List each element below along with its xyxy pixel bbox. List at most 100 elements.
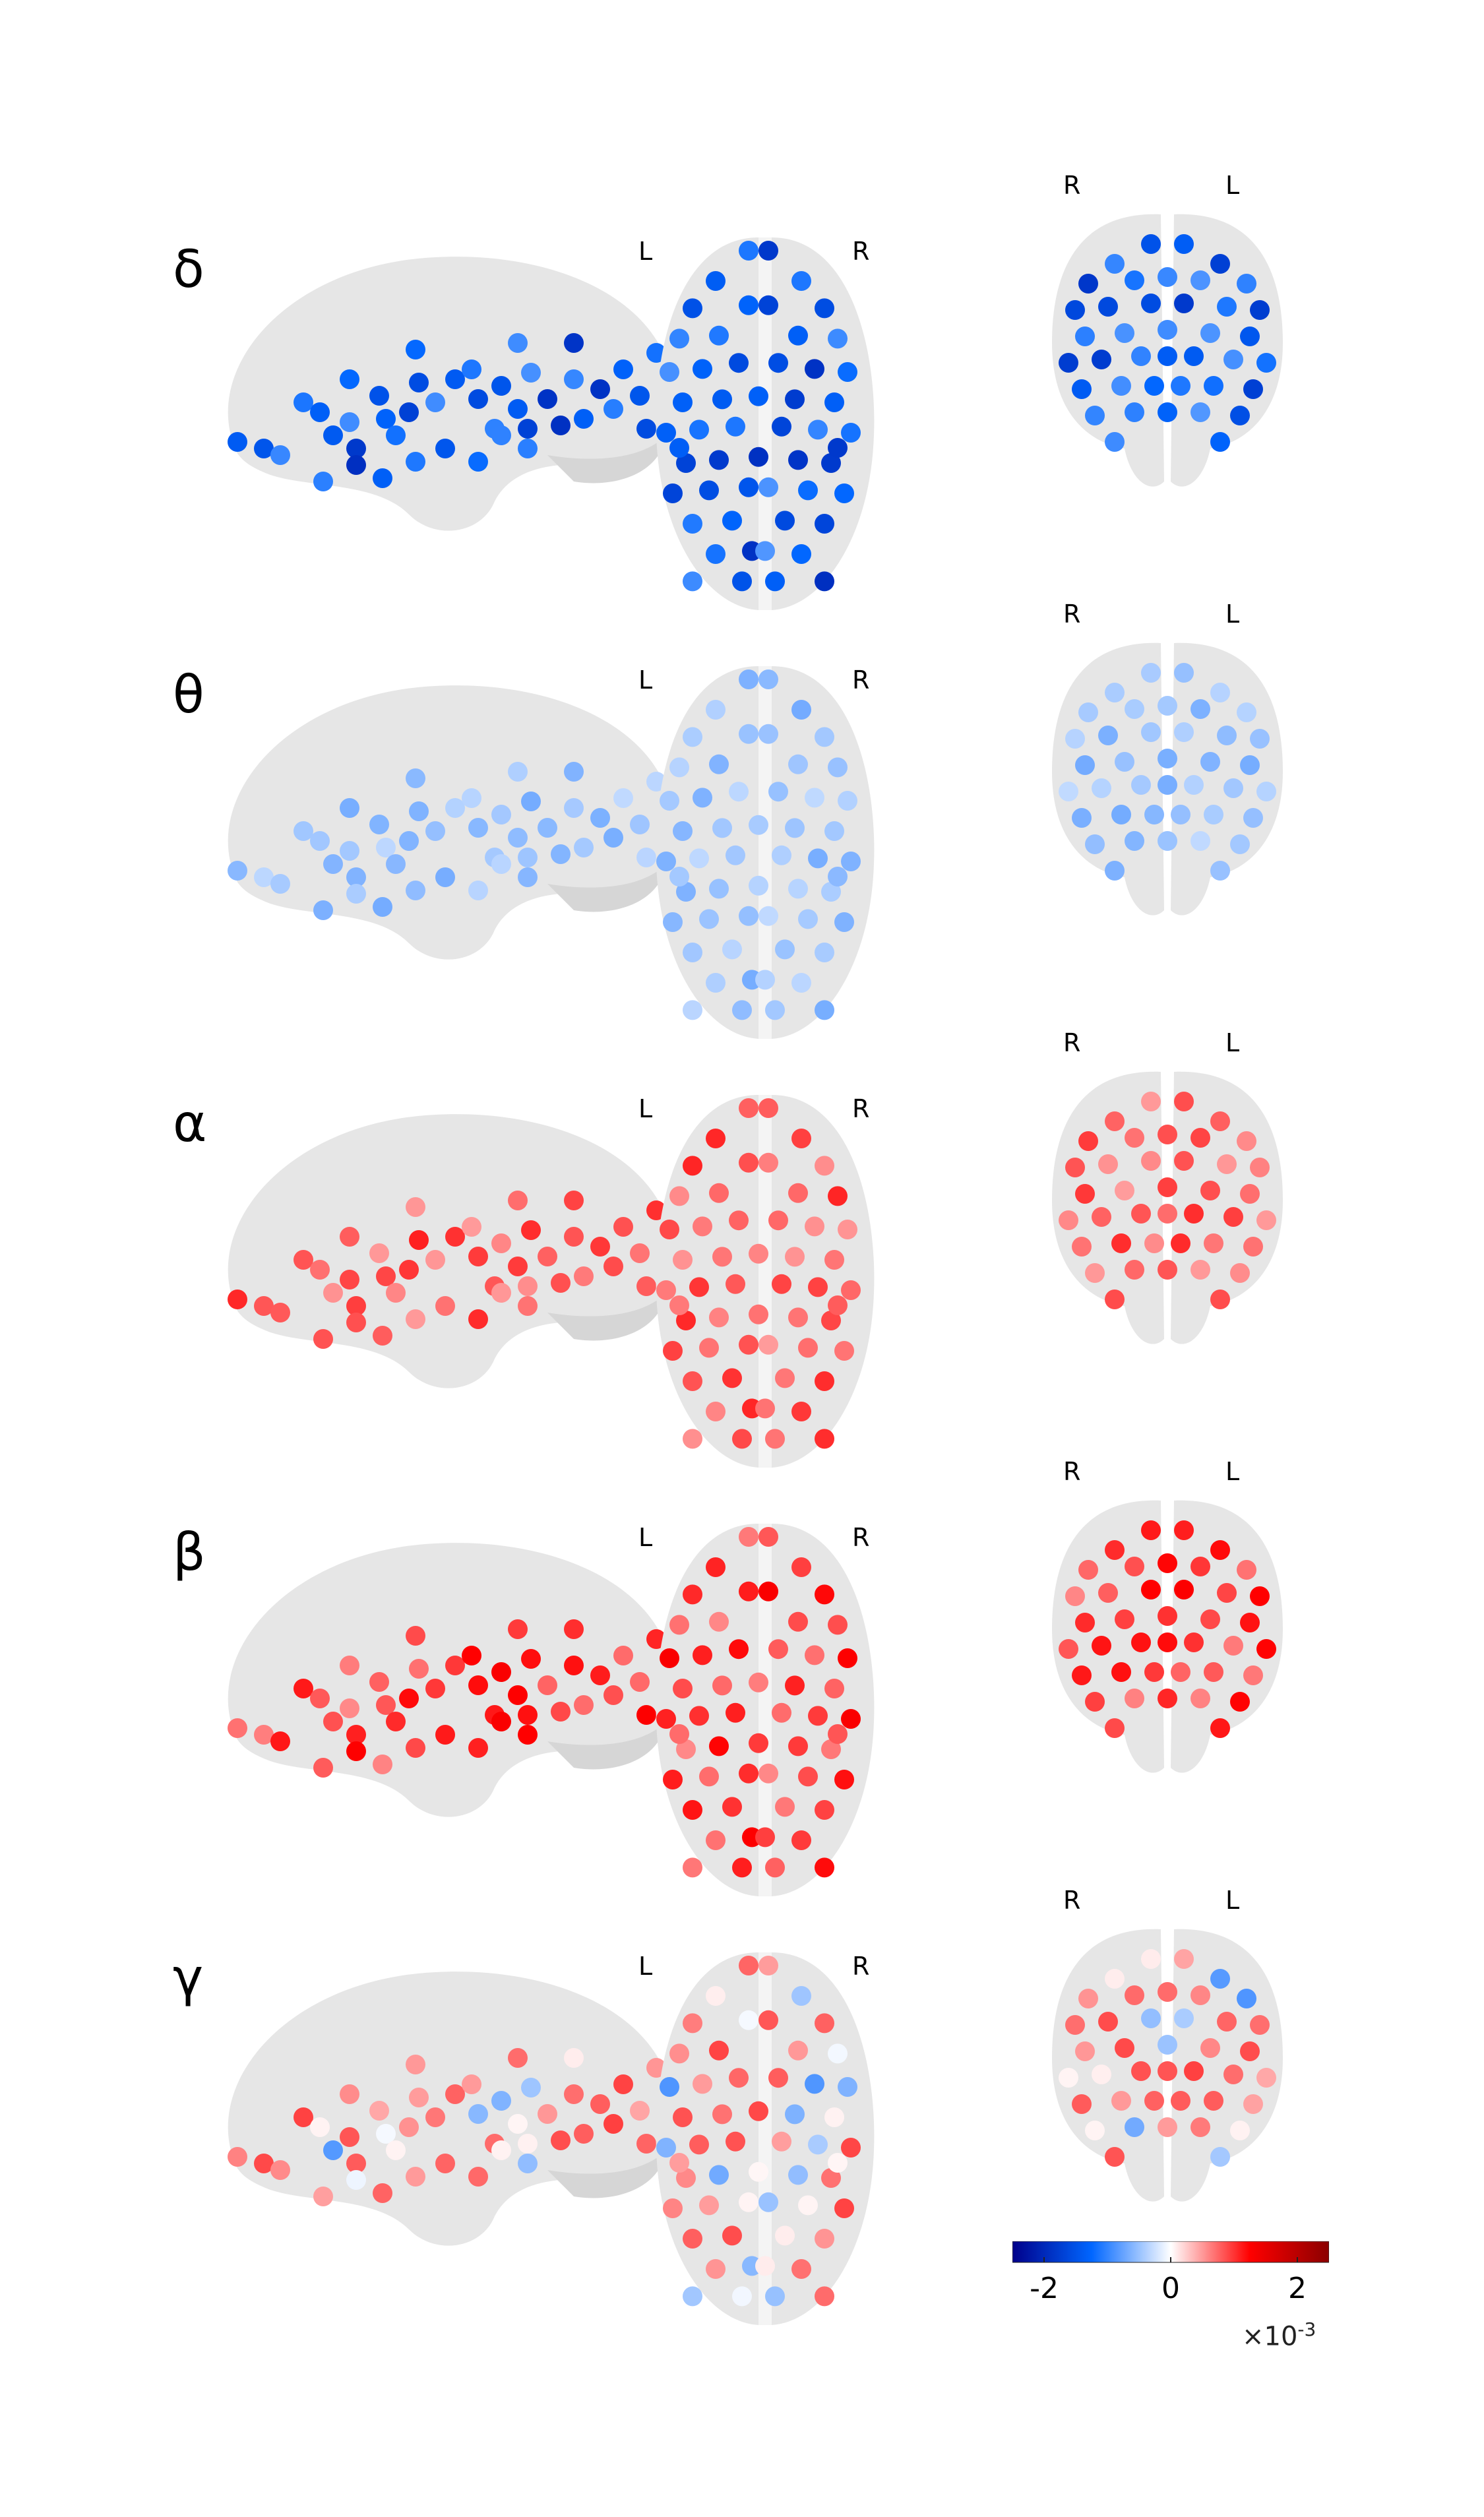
electrode-dot — [791, 1830, 811, 1850]
electrode-dot — [518, 1276, 538, 1296]
electrode-dot — [1098, 726, 1118, 745]
electrode-dot — [1125, 1260, 1144, 1280]
electrode-dot — [1085, 2121, 1105, 2140]
electrode-dot — [310, 402, 330, 422]
electrode-dot — [838, 1648, 857, 1668]
electrode-dot — [1256, 782, 1276, 801]
electrode-dot — [1174, 663, 1194, 683]
electrode-dot — [808, 1706, 828, 1726]
electrode-dot — [1184, 1204, 1204, 1224]
electrode-dot — [758, 1152, 778, 1173]
electrode-dot — [1230, 1263, 1250, 1283]
electrode-dot — [758, 241, 778, 261]
electrode-dot — [1230, 834, 1250, 854]
electrode-dot — [1072, 808, 1092, 828]
electrode-dot — [788, 1611, 808, 1632]
electrode-dot — [824, 392, 844, 412]
electrode-dot — [821, 1739, 841, 1759]
electrode-dot — [828, 1186, 848, 1206]
electrode-dot — [709, 1307, 729, 1328]
midline — [758, 1952, 772, 2325]
electrode-dot — [775, 2225, 795, 2246]
electrode-dot — [518, 867, 538, 887]
electrode-dot — [636, 1276, 656, 1296]
electrode-dot — [346, 884, 366, 904]
electrode-dot — [791, 1557, 811, 1577]
electrode-dot — [838, 791, 857, 811]
electrode-dot — [310, 1260, 330, 1280]
electrode-dot — [1190, 831, 1210, 851]
electrode-dot — [683, 1857, 702, 1878]
electrode-dot — [709, 754, 729, 774]
electrode-dot — [749, 815, 768, 835]
electrode-dot — [1190, 1557, 1210, 1576]
midline — [758, 1524, 772, 1896]
electrode-dot — [785, 389, 805, 410]
electrode-dot — [1174, 722, 1194, 742]
electrode-dot — [729, 1639, 749, 1660]
electrode-dot — [669, 2153, 689, 2173]
electrode-dot — [1217, 297, 1237, 317]
electrode-dot — [739, 477, 758, 497]
electrode-dot — [1237, 1560, 1256, 1580]
cerebellum-shade — [547, 1722, 666, 1770]
electrode-dot — [828, 2153, 848, 2173]
electrode-dot — [551, 1702, 571, 1722]
electrode-dot — [683, 571, 702, 592]
electrode-dot — [294, 2107, 313, 2127]
electrode-dot — [538, 389, 557, 409]
electrode-dot — [1078, 1560, 1098, 1580]
electrode-dot — [521, 2078, 541, 2098]
electrode-dot — [630, 815, 650, 834]
electrode-dot — [765, 571, 785, 592]
electrode-dot — [564, 1227, 584, 1247]
electrode-dot — [445, 1656, 465, 1675]
electrode-dot — [739, 1152, 758, 1173]
electrode-dot — [270, 1731, 290, 1751]
electrode-dot — [346, 1296, 366, 1316]
electrode-dot — [603, 1257, 623, 1276]
coronal-view — [1052, 1500, 1283, 1773]
electrode-dot — [739, 1956, 758, 1975]
electrode-dot — [1174, 294, 1194, 313]
electrode-dot — [1144, 1662, 1164, 1682]
electrode-dot — [673, 1250, 693, 1270]
electrode-dot — [1078, 702, 1098, 722]
electrode-dot — [294, 821, 313, 841]
electrode-dot — [1230, 1692, 1250, 1712]
electrode-dot — [841, 2138, 861, 2158]
electrode-dot — [1144, 376, 1164, 396]
electrode-dot — [739, 1334, 758, 1355]
electrode-dot — [462, 359, 481, 379]
electrode-dot — [1184, 346, 1204, 366]
electrode-dot — [399, 1689, 419, 1708]
electrode-dot — [798, 909, 818, 929]
electrode-dot — [1158, 1553, 1177, 1573]
midline — [758, 237, 772, 610]
electrode-dot — [791, 544, 811, 564]
electrode-dot — [693, 359, 712, 379]
electrode-dot — [709, 1611, 729, 1632]
electrode-dot — [1131, 2061, 1151, 2081]
electrode-dot — [1092, 350, 1111, 369]
electrode-dot — [346, 1313, 366, 1332]
electrode-dot — [1115, 2038, 1134, 2058]
electrode-dot — [254, 1725, 274, 1745]
electrode-dot — [310, 1689, 330, 1708]
electrode-dot — [1204, 1233, 1223, 1253]
electrode-dot — [656, 1709, 676, 1729]
electrode-dot — [564, 333, 584, 353]
electrode-dot — [630, 2101, 650, 2121]
electrode-dot — [313, 900, 333, 920]
electrode-dot — [1065, 2015, 1085, 2035]
electrode-dot — [1059, 1639, 1078, 1659]
electrode-dot — [1223, 778, 1243, 798]
electrode-dot — [399, 1260, 419, 1280]
electrode-dot — [373, 468, 392, 488]
electrode-dot — [1184, 775, 1204, 795]
electrode-dot — [1125, 402, 1144, 422]
electrode-dot — [613, 1646, 633, 1665]
electrode-dot — [630, 1672, 650, 1692]
electrode-dot — [805, 359, 824, 379]
electrode-dot — [709, 450, 729, 470]
